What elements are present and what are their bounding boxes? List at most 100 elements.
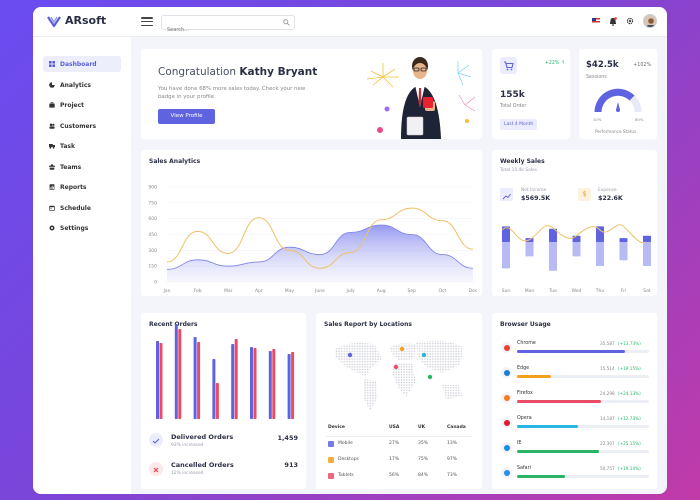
user-avatar[interactable] <box>643 14 657 28</box>
order-bar-delivered <box>231 344 235 419</box>
gear-icon[interactable] <box>626 17 634 25</box>
order-label: Total Order <box>500 104 527 109</box>
welcome-card: Congratulation Kathy Bryant You have don… <box>141 49 482 139</box>
table-divider <box>326 436 472 437</box>
table-header: Device <box>328 425 345 430</box>
usage-bar-fill <box>517 350 626 353</box>
order-bar-cancelled <box>159 343 163 419</box>
cancelled-value: 913 <box>284 461 298 469</box>
browser-name: Opera <box>517 416 532 421</box>
weekly-sales-chart: Sun Mon Tue Wed Thu Fri Sat <box>501 224 651 294</box>
recent-orders-chart <box>156 324 295 419</box>
weekly-bar-top <box>619 238 628 242</box>
sidebar-item-project[interactable]: Project <box>43 97 121 113</box>
calendar-icon <box>49 205 55 211</box>
weekly-bar-bottom <box>572 242 581 257</box>
tablets-icon <box>328 473 334 479</box>
cart-icon <box>500 57 517 74</box>
table-cell: 13% <box>447 441 458 446</box>
sidebar-item-analytics[interactable]: Analytics <box>43 77 121 93</box>
weekly-sales-title: Weekly Sales <box>500 158 545 165</box>
browser-name: Chrome <box>517 341 536 346</box>
table-cell: 75% <box>418 457 429 462</box>
table-header: Canada <box>447 425 466 430</box>
search-input[interactable] <box>162 23 274 37</box>
series-line <box>166 224 474 270</box>
usage-bar-track <box>517 375 649 378</box>
order-bar-cancelled <box>291 352 295 419</box>
usage-bar-fill <box>517 450 599 453</box>
desktops-icon <box>328 457 334 463</box>
browser-percent: (+19.15%) <box>618 366 641 371</box>
usage-bar-track <box>517 425 649 428</box>
x-tick-label: Tue <box>548 288 557 294</box>
table-header: USA <box>389 425 400 430</box>
sidebar-item-teams[interactable]: Teams <box>43 159 121 175</box>
x-tick-label: Fri <box>621 288 626 294</box>
x-tick-label: Jan <box>163 288 171 294</box>
order-value: 155k <box>500 90 525 100</box>
y-tick-label: 450 <box>148 232 157 238</box>
top-bar: ARsoft <box>33 7 667 37</box>
greeting-text: Congratulation <box>158 66 237 78</box>
menu-toggle-button[interactable] <box>141 17 153 27</box>
view-profile-button[interactable]: View Profile <box>158 109 215 124</box>
weekly-bar-bottom <box>619 242 628 261</box>
search-icon[interactable] <box>283 19 290 26</box>
pie-icon <box>49 82 55 88</box>
usage-bar-fill <box>517 425 578 428</box>
browser-count: 24,298 <box>600 391 615 396</box>
x-tick-label: Apr <box>255 288 263 294</box>
weekly-bar-top <box>572 235 581 242</box>
y-tick-label: 150 <box>148 264 157 270</box>
close-icon <box>149 462 163 476</box>
browser-percent: (+25.15%) <box>618 441 641 446</box>
table-cell: Tablets <box>338 473 354 478</box>
performance-status: Performance Status <box>595 129 637 134</box>
weekly-bar-bottom <box>525 242 534 257</box>
sidebar-item-task[interactable]: Task <box>43 138 121 154</box>
table-cell: Mobile <box>338 441 353 446</box>
browser-count: 15,514 <box>600 366 615 371</box>
y-tick-label: 750 <box>148 200 157 206</box>
sidebar-item-label: Task <box>60 142 75 150</box>
app-window: ARsoft Dashboard Analytics Project Customer… <box>33 7 667 494</box>
brand-logo[interactable]: ARsoft <box>47 14 106 27</box>
sidebar-item-settings[interactable]: Settings <box>43 220 121 236</box>
sidebar-item-reports[interactable]: Reports <box>43 179 121 195</box>
expense-label: Expense <box>598 188 617 193</box>
gear-icon <box>49 225 55 231</box>
y-tick-label: 600 <box>148 216 157 222</box>
x-tick-label: Feb <box>194 288 202 294</box>
weekly-sales-card: Weekly Sales Total 15.4k Sales Net Incom… <box>492 150 657 296</box>
delivered-sub: 93% increased <box>171 443 204 448</box>
bell-icon[interactable] <box>609 16 617 26</box>
x-tick-label: Sep <box>408 288 417 294</box>
expense-value: $22.6K <box>598 195 623 202</box>
users-icon <box>49 123 55 129</box>
order-bar-delivered <box>250 347 253 419</box>
order-bar-cancelled <box>197 342 201 419</box>
sidebar-item-dashboard[interactable]: Dashboard <box>43 56 121 72</box>
logo-icon <box>47 15 61 27</box>
weekly-bar-bottom <box>596 242 604 266</box>
net-income-label: Net Income <box>521 188 547 193</box>
order-bar-delivered <box>212 359 216 419</box>
us-flag-icon[interactable] <box>592 18 600 24</box>
table-cell: 97% <box>447 457 458 462</box>
browser-usage-card: Browser Usage Chrome 35,587 (+13.73%) Edge 1… <box>492 313 657 489</box>
sidebar-item-customers[interactable]: Customers <box>43 118 121 134</box>
sessions-card: $42.5k +102% Sessions 10% 80% Performanc… <box>579 49 657 139</box>
usage-bar-fill <box>517 400 602 403</box>
usage-bar-fill <box>517 475 565 478</box>
recent-orders-title: Recent Orders <box>149 321 198 328</box>
usage-bar-track <box>517 450 649 453</box>
sidebar-item-schedule[interactable]: Schedule <box>43 200 121 216</box>
x-tick-label: May <box>285 288 295 294</box>
browser-row: Opera 14,187 (+12.73%) <box>492 415 657 437</box>
firefox-icon <box>501 392 512 403</box>
locations-card: Sales Report by Locations Device USA UK Can… <box>316 313 482 489</box>
performance-gauge <box>594 88 642 113</box>
period-chip[interactable]: Last 4 Month <box>500 119 538 130</box>
order-bar-cancelled <box>272 349 276 419</box>
